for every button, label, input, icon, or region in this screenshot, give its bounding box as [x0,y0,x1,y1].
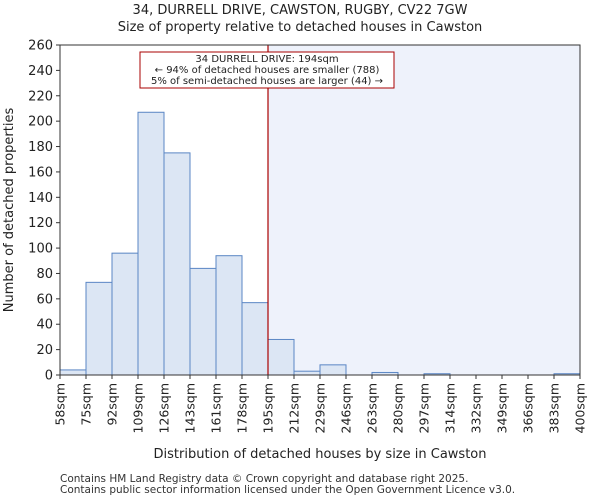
annotation-line-2: ← 94% of detached houses are smaller (78… [155,65,380,76]
x-tick-label: 263sqm [365,383,380,433]
x-tick-label: 92sqm [105,383,120,426]
bar-126sqm [163,152,191,376]
histogram-chart: 0 20 40 60 80 100 120 140 160 180 200 220 240 260 58s… [2,39,588,463]
y-axis-label: Number of detached properties [2,108,17,313]
highlight-region [268,45,580,375]
bar-195sqm [267,338,295,376]
y-tick-label: 260 [28,39,53,54]
bar-161sqm [215,255,243,376]
annotation-line-3: 5% of semi-detached houses are larger (4… [151,76,383,87]
y-tick-label: 140 [28,191,53,206]
y-tick-label: 0 [45,369,53,384]
bar-109sqm [137,111,165,376]
x-tick-label: 297sqm [417,383,432,433]
footer-line-2: Contains public sector information licen… [60,484,516,496]
annotation-box: 34 DURRELL DRIVE: 194sqm ← 94% of detach… [139,51,395,89]
y-tick-label: 180 [28,140,53,155]
y-tick-label: 100 [28,242,53,257]
bar-178sqm [241,302,269,376]
y-tick-label: 160 [28,165,53,180]
x-tick-label: 161sqm [209,383,224,433]
x-tick-label: 126sqm [157,383,172,433]
x-tick-label: 75sqm [79,383,94,426]
bar-75sqm [85,281,113,376]
y-tick-label: 120 [28,216,53,231]
x-tick-label: 366sqm [521,383,536,433]
y-tick-label: 220 [28,89,53,104]
x-tick-label: 178sqm [235,383,250,433]
chart-subtitle: Size of property relative to detached ho… [117,20,483,35]
x-tick-label: 280sqm [391,383,406,433]
annotation-line-1: 34 DURRELL DRIVE: 194sqm [195,54,338,65]
footer-line-1: Contains HM Land Registry data © Crown c… [60,473,469,485]
bar-229sqm [319,364,347,376]
bar-58sqm [59,369,87,376]
y-tick-label: 60 [36,292,53,307]
x-tick-label: 58sqm [53,383,68,426]
x-tick-label: 246sqm [339,383,354,433]
y-tick-label: 40 [36,318,53,333]
x-tick-label: 383sqm [547,383,562,433]
x-tick-label: 195sqm [261,383,276,433]
bar-212sqm [293,370,321,376]
y-tick-label: 20 [36,343,53,358]
bar-143sqm [189,267,217,376]
chart-title: 34, DURRELL DRIVE, CAWSTON, RUGBY, CV22 … [132,3,468,18]
x-tick-label: 109sqm [131,383,146,433]
bar-92sqm [111,252,139,376]
x-tick-label: 143sqm [183,383,198,433]
x-tick-label: 400sqm [573,383,588,433]
x-tick-label: 212sqm [287,383,302,433]
x-tick-label: 314sqm [443,383,458,433]
y-tick-label: 200 [28,115,53,130]
y-tick-label: 80 [36,267,53,282]
y-tick-label: 240 [28,64,53,79]
x-tick-label: 332sqm [469,383,484,433]
x-tick-label: 349sqm [495,383,510,433]
x-tick-label: 229sqm [313,383,328,433]
x-axis-label: Distribution of detached houses by size … [154,447,487,462]
